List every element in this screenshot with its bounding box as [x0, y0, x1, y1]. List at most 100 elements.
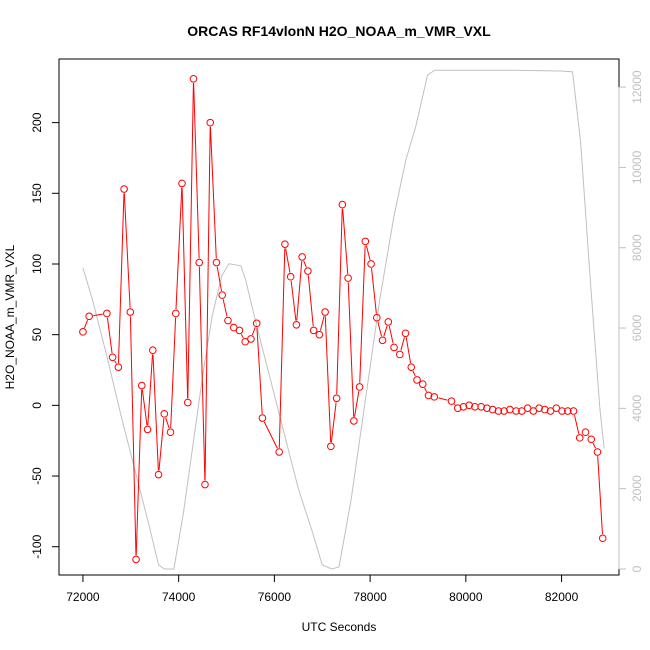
data-point [569, 407, 578, 415]
data-point [286, 272, 295, 281]
series-segment [573, 414, 580, 434]
data-point [195, 258, 204, 267]
y-tick-label: 150 [30, 183, 44, 203]
series-segment [209, 126, 217, 259]
x-tick-label: 78000 [353, 590, 387, 604]
series-segment [175, 187, 183, 310]
data-point [258, 414, 267, 422]
series-segment [285, 248, 291, 273]
data-point [201, 480, 209, 489]
data-point [332, 394, 341, 403]
data-point [373, 313, 381, 322]
data-point [143, 425, 152, 434]
data-point [120, 185, 128, 193]
series-segment [342, 208, 349, 274]
series-segment [319, 315, 325, 331]
data-point [587, 435, 596, 444]
series-segment [453, 403, 456, 406]
data-point [171, 309, 180, 318]
data-point [344, 274, 352, 282]
series-segment [278, 248, 286, 448]
series-segment [424, 387, 428, 392]
data-point [367, 260, 375, 268]
series-segment [193, 82, 200, 259]
data-point [114, 363, 123, 371]
data-point [395, 350, 404, 359]
data-point [500, 407, 508, 415]
series-segment [263, 421, 278, 449]
x-tick-label: 72000 [66, 590, 100, 604]
data-point [465, 401, 473, 410]
data-point [338, 200, 347, 209]
x-axis-label: UTC Seconds [302, 620, 377, 634]
data-point [413, 376, 421, 384]
series-segment [371, 268, 377, 314]
series-segment [84, 320, 89, 329]
series-segment [296, 261, 303, 321]
data-point [178, 179, 186, 188]
data-point [512, 407, 520, 415]
y-tick-label: 0 [30, 402, 44, 409]
y-tick-label: 200 [30, 112, 44, 132]
altitude-series-line [82, 69, 605, 570]
series-segment [152, 354, 159, 471]
data-point [138, 381, 146, 390]
series-segment [592, 442, 597, 449]
series-segment [251, 327, 256, 336]
secondary-y-axis: 0 2000 4000 6000 8000 10000 12000 [618, 70, 644, 572]
data-point [355, 383, 364, 391]
data-point [149, 346, 157, 355]
data-point [85, 312, 93, 321]
data-point [206, 118, 215, 127]
series-segment [170, 317, 177, 429]
data-point [189, 74, 198, 83]
series-segment [256, 327, 263, 414]
data-point [183, 398, 192, 407]
series-segment [388, 325, 394, 344]
x-tick-label: 76000 [258, 590, 292, 604]
data-point [384, 318, 393, 326]
data-point [598, 534, 607, 543]
data-point [453, 404, 462, 412]
data-point [447, 397, 456, 405]
series-segment [135, 389, 143, 556]
series-segment [117, 193, 125, 364]
data-point [132, 555, 140, 564]
series-segment [359, 245, 366, 383]
y-tick-label: -50 [30, 467, 44, 485]
data-point [477, 402, 485, 411]
data-point [126, 308, 135, 316]
data-point [563, 407, 572, 415]
data-point [390, 343, 398, 352]
data-point [309, 326, 318, 335]
data-point [315, 330, 324, 339]
x-tick-label: 74000 [162, 590, 196, 604]
series-segment [303, 260, 307, 268]
data-point [304, 267, 312, 275]
data-point [108, 353, 117, 362]
data-point [79, 328, 87, 336]
data-point [235, 326, 244, 335]
chart-title: ORCAS RF14vlonN H2O_NOAA_m_VMR_VXL [187, 23, 491, 39]
series-segment [400, 337, 405, 351]
data-point [292, 320, 301, 329]
series-segment [597, 456, 603, 535]
data-point [350, 417, 358, 425]
y-axis: -100 -50 0 50 100 150 200 [30, 112, 60, 559]
series-segment [290, 280, 297, 321]
series-segment [405, 337, 412, 364]
data-point [247, 335, 255, 343]
data-point [459, 402, 468, 411]
series-segment [123, 193, 131, 308]
secondary-y-tick-label: 0 [630, 565, 644, 572]
secondary-y-tick-label: 6000 [630, 314, 644, 341]
secondary-y-tick-label: 4000 [630, 395, 644, 422]
series-segment [187, 82, 194, 399]
series-segment [365, 245, 371, 261]
series-segment [330, 402, 337, 443]
data-point [483, 404, 491, 412]
series-layer [79, 69, 607, 570]
series-segment [198, 266, 206, 481]
series-segment [114, 360, 117, 364]
series-segment [204, 126, 211, 481]
